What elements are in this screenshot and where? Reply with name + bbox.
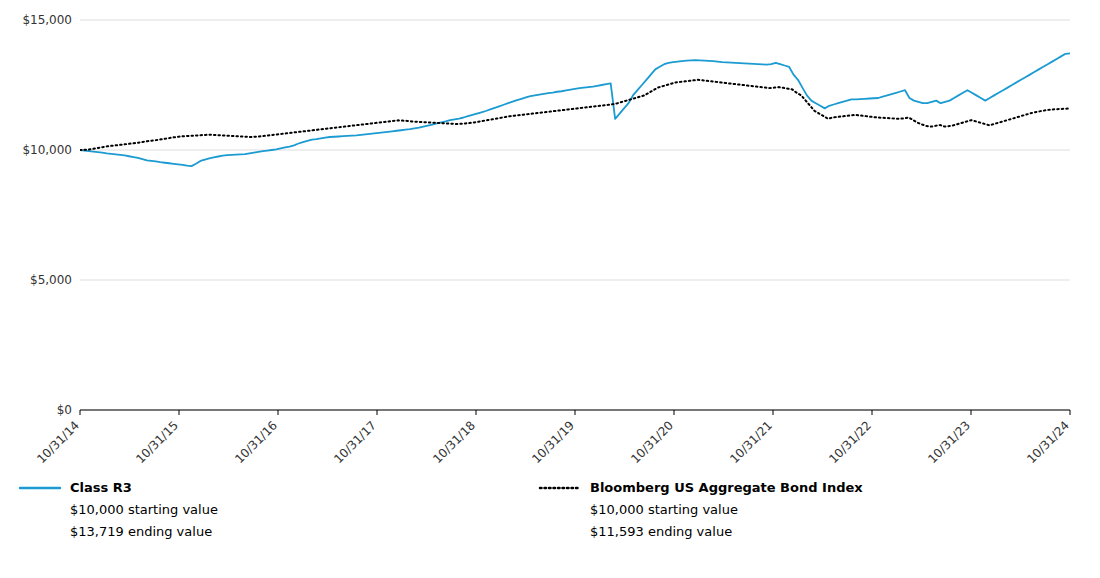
x-tick-label: 10/31/23 [925,418,973,466]
y-tick-label: $15,000 [22,13,72,27]
annotation: $10,000 starting value [70,502,218,517]
legend-swatch [20,487,60,490]
x-tick-label: 10/31/18 [430,418,478,466]
annotation: $11,593 ending value [590,524,732,539]
x-tick [674,410,675,415]
x-tick [872,410,873,415]
grid-line [80,150,1070,151]
annotation: $10,000 starting value [590,502,738,517]
y-tick-label: $0 [57,403,72,417]
legend: Class R3 $10,000 starting value $13,719 en… [20,480,863,539]
x-tick [773,410,774,415]
x-tick [179,410,180,415]
annotation: $13,719 ending value [70,524,212,539]
series-group [80,53,1070,166]
legend-label: Class R3 [70,480,132,495]
x-tick-label: 10/31/15 [133,418,181,466]
x-tick [278,410,279,415]
x-tick [476,410,477,415]
series-line [80,80,1070,150]
series-line [80,53,1070,166]
y-tick-label: $5,000 [30,273,72,287]
legend-swatch [540,487,580,490]
grid-line [80,280,1070,281]
axes: $0 $5,000 $10,000 $15,000 10/31/14 10/31/15 10… [22,13,1072,466]
legend-label: Bloomberg US Aggregate Bond Index [590,480,863,495]
x-tick-label: 10/31/19 [529,418,577,466]
x-tick [575,410,576,415]
x-tick [80,410,81,415]
x-tick-label: 10/31/20 [628,418,676,466]
x-tick-label: 10/31/16 [232,418,280,466]
y-tick-label: $10,000 [22,143,72,157]
x-tick-label: 10/31/14 [34,418,82,466]
x-tick-label: 10/31/21 [727,418,775,466]
x-tick-label: 10/31/24 [1024,418,1072,466]
x-tick [971,410,972,415]
background [0,0,1100,578]
x-tick-label: 10/31/17 [331,418,379,466]
x-tick-label: 10/31/22 [826,418,874,466]
x-tick [377,410,378,415]
grid-line [80,20,1070,21]
x-tick [1070,410,1071,415]
chart: $0 $5,000 $10,000 $15,000 10/31/14 10/31/15 10… [0,0,1100,578]
y-grid [80,20,1070,410]
